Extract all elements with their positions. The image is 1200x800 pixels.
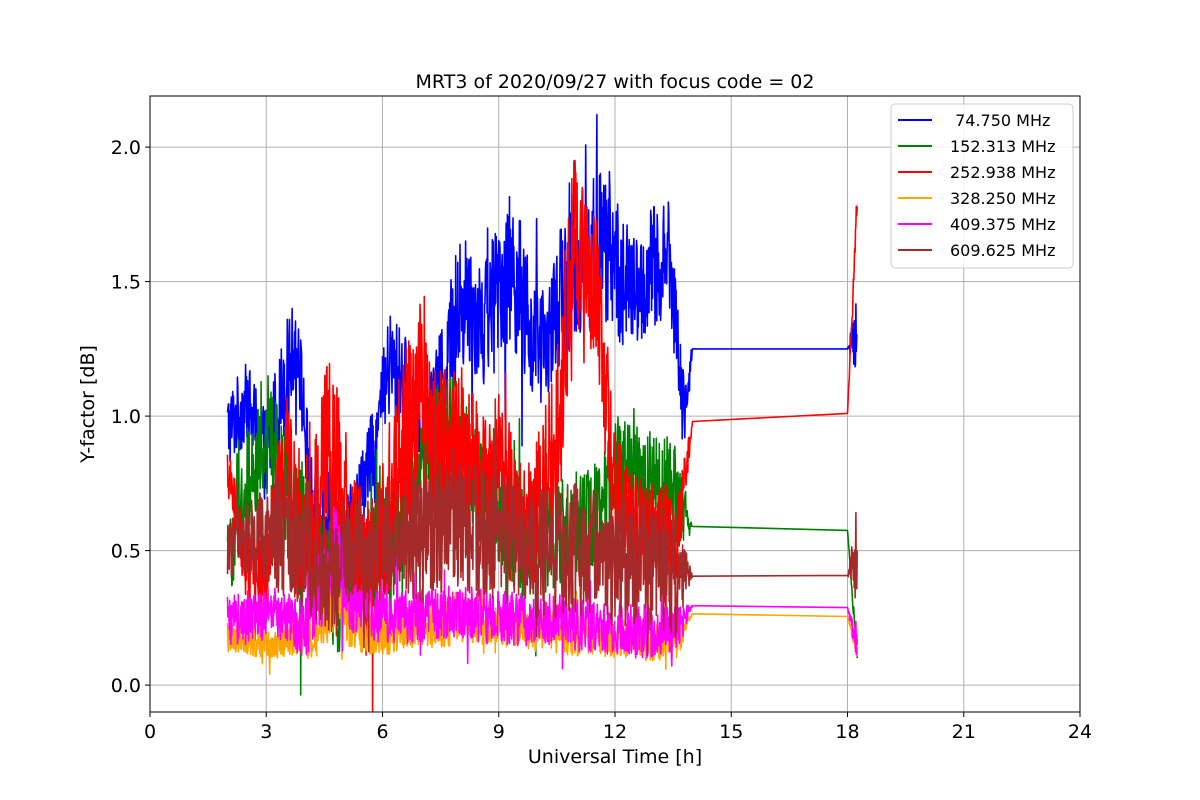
- legend-label-4: 328.250 MHz: [950, 189, 1055, 208]
- legend-label-1: 74.750 MHz: [950, 111, 1050, 130]
- legend-label-5: 409.375 MHz: [950, 215, 1055, 234]
- y-tick-label: 0.5: [111, 541, 141, 563]
- series-layer: [226, 113, 858, 712]
- x-tick-label: 3: [260, 721, 272, 743]
- y-tick-label: 1.5: [111, 272, 141, 294]
- x-tick-label: 15: [719, 721, 743, 743]
- x-axis-label: Universal Time [h]: [528, 746, 702, 768]
- x-tick-label: 0: [144, 721, 156, 743]
- y-tick-label: 1.0: [111, 406, 141, 428]
- x-tick-label: 24: [1068, 721, 1092, 743]
- y-axis-label: Y-factor [dB]: [77, 345, 99, 464]
- x-tick-label: 21: [952, 721, 976, 743]
- series-line-5: [226, 506, 858, 670]
- chart-title: MRT3 of 2020/09/27 with focus code = 02: [416, 71, 815, 93]
- series-line-6: [226, 398, 858, 657]
- legend: 74.750 MHz 152.313 MHz 252.938 MHz 328.250 …: [890, 103, 1074, 269]
- x-tick-label: 6: [376, 721, 388, 743]
- series-line-1: [226, 113, 858, 574]
- legend-label-2: 152.313 MHz: [950, 137, 1055, 156]
- legend-label-3: 252.938 MHz: [950, 163, 1055, 182]
- x-tick-label: 12: [603, 721, 627, 743]
- x-tick-label: 18: [835, 721, 859, 743]
- legend-box: [890, 103, 1074, 269]
- y-tick-label: 2.0: [111, 137, 141, 159]
- x-tick-label: 9: [493, 721, 505, 743]
- x-axis: 0 3 6 9 12 15 18 21 24: [144, 712, 1092, 743]
- y-tick-label: 0.0: [111, 675, 141, 697]
- y-axis: 0.0 0.5 1.0 1.5 2.0: [111, 137, 150, 697]
- legend-label-6: 609.625 MHz: [950, 241, 1055, 260]
